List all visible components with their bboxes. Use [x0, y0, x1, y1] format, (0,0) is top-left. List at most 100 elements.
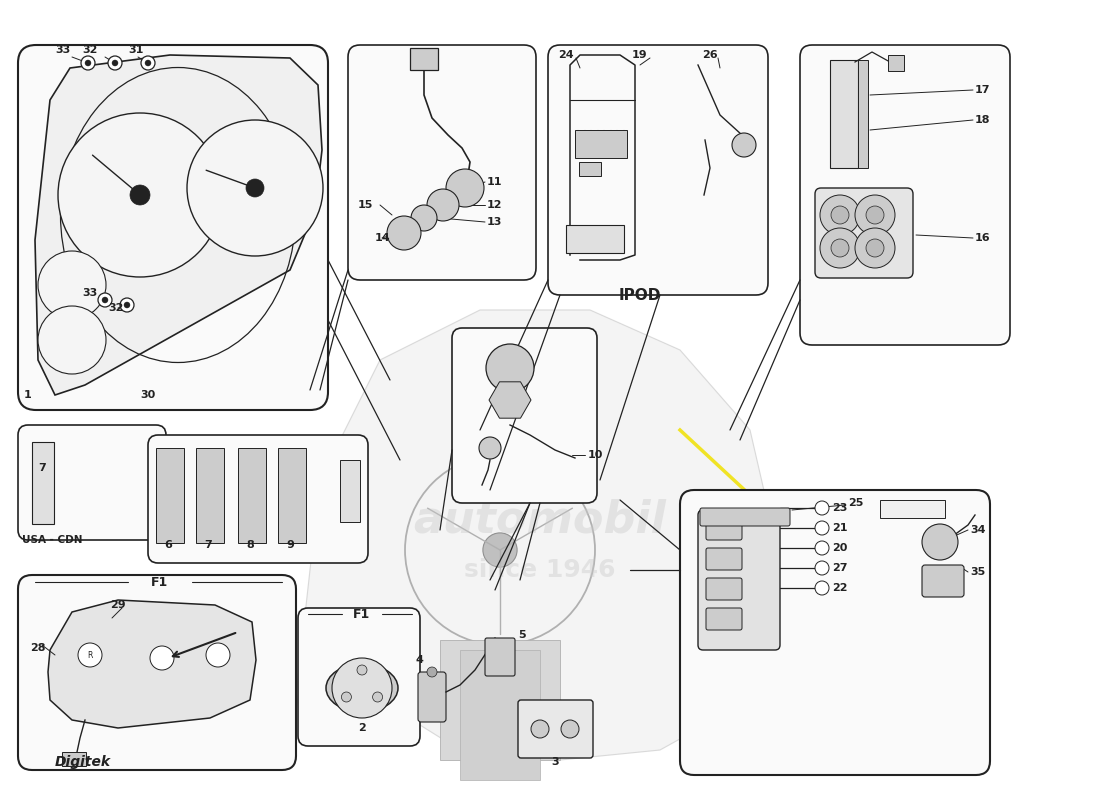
- FancyBboxPatch shape: [706, 608, 743, 630]
- Text: 8: 8: [246, 540, 254, 550]
- Text: 21: 21: [832, 523, 847, 533]
- Circle shape: [732, 133, 756, 157]
- FancyBboxPatch shape: [348, 45, 536, 280]
- Circle shape: [815, 501, 829, 515]
- FancyBboxPatch shape: [298, 608, 420, 746]
- FancyBboxPatch shape: [680, 490, 990, 775]
- Polygon shape: [460, 650, 540, 780]
- Circle shape: [815, 541, 829, 555]
- Bar: [880, 500, 945, 518]
- FancyBboxPatch shape: [452, 328, 597, 503]
- Bar: [566, 225, 624, 253]
- Circle shape: [483, 533, 517, 567]
- FancyBboxPatch shape: [700, 508, 790, 526]
- Circle shape: [427, 189, 459, 221]
- Circle shape: [815, 521, 829, 535]
- FancyBboxPatch shape: [698, 510, 780, 650]
- Bar: [858, 60, 868, 168]
- Circle shape: [81, 56, 95, 70]
- FancyBboxPatch shape: [18, 425, 166, 540]
- Text: 18: 18: [975, 115, 990, 125]
- Circle shape: [85, 60, 91, 66]
- Text: R: R: [87, 650, 92, 659]
- Text: 2: 2: [359, 723, 366, 733]
- Circle shape: [855, 195, 895, 235]
- Circle shape: [39, 306, 106, 374]
- Polygon shape: [35, 55, 322, 395]
- Text: 9: 9: [286, 540, 294, 550]
- Text: F1: F1: [353, 607, 371, 621]
- Text: Digitek: Digitek: [55, 755, 111, 769]
- Circle shape: [246, 179, 264, 197]
- Circle shape: [141, 56, 155, 70]
- Text: F1: F1: [152, 575, 168, 589]
- Circle shape: [206, 643, 230, 667]
- Bar: [238, 448, 266, 543]
- Text: 29: 29: [110, 600, 125, 610]
- Circle shape: [820, 195, 860, 235]
- Text: 34: 34: [970, 525, 986, 535]
- Text: 23: 23: [832, 503, 847, 513]
- Circle shape: [78, 643, 102, 667]
- Circle shape: [820, 228, 860, 268]
- FancyBboxPatch shape: [800, 45, 1010, 345]
- Circle shape: [341, 692, 351, 702]
- FancyBboxPatch shape: [418, 672, 446, 722]
- Circle shape: [373, 692, 383, 702]
- Circle shape: [120, 298, 134, 312]
- Bar: [278, 448, 306, 543]
- Text: 32: 32: [82, 45, 98, 55]
- Circle shape: [446, 169, 484, 207]
- FancyBboxPatch shape: [18, 575, 296, 770]
- Circle shape: [124, 302, 130, 308]
- Circle shape: [531, 720, 549, 738]
- Text: automobil: automobil: [414, 498, 667, 542]
- FancyBboxPatch shape: [518, 700, 593, 758]
- Text: since 1946: since 1946: [464, 558, 616, 582]
- FancyBboxPatch shape: [706, 578, 743, 600]
- Bar: [579, 162, 601, 176]
- Bar: [575, 130, 627, 158]
- Bar: [156, 448, 184, 543]
- Polygon shape: [440, 640, 560, 760]
- Text: 30: 30: [140, 390, 155, 400]
- Circle shape: [561, 720, 579, 738]
- Text: 28: 28: [30, 643, 45, 653]
- Text: 33: 33: [82, 288, 97, 298]
- Bar: [830, 60, 858, 168]
- Circle shape: [411, 205, 437, 231]
- Text: 31: 31: [128, 45, 143, 55]
- Circle shape: [478, 437, 500, 459]
- Text: IPOD: IPOD: [619, 287, 661, 302]
- Text: 15: 15: [358, 200, 373, 210]
- Bar: [32, 442, 54, 524]
- Text: 32: 32: [108, 303, 123, 313]
- Text: 5: 5: [518, 630, 526, 640]
- Circle shape: [98, 293, 112, 307]
- Circle shape: [387, 216, 421, 250]
- Text: 14: 14: [375, 233, 390, 243]
- FancyBboxPatch shape: [485, 638, 515, 676]
- Circle shape: [112, 60, 118, 66]
- Circle shape: [866, 239, 884, 257]
- Text: 27: 27: [832, 563, 847, 573]
- FancyBboxPatch shape: [18, 45, 328, 410]
- Text: 6: 6: [164, 540, 172, 550]
- Text: 33: 33: [55, 45, 70, 55]
- Text: 22: 22: [832, 583, 847, 593]
- Circle shape: [130, 185, 150, 205]
- Circle shape: [855, 228, 895, 268]
- FancyBboxPatch shape: [706, 518, 743, 540]
- Bar: [196, 448, 224, 543]
- Text: 1: 1: [24, 390, 32, 400]
- Text: 25: 25: [848, 498, 864, 508]
- FancyBboxPatch shape: [706, 548, 743, 570]
- Circle shape: [108, 56, 122, 70]
- Text: 16: 16: [975, 233, 991, 243]
- Text: 12: 12: [487, 200, 503, 210]
- Text: 4: 4: [415, 655, 422, 665]
- Circle shape: [815, 581, 829, 595]
- Text: 35: 35: [970, 567, 986, 577]
- FancyBboxPatch shape: [548, 45, 768, 295]
- Circle shape: [102, 297, 108, 303]
